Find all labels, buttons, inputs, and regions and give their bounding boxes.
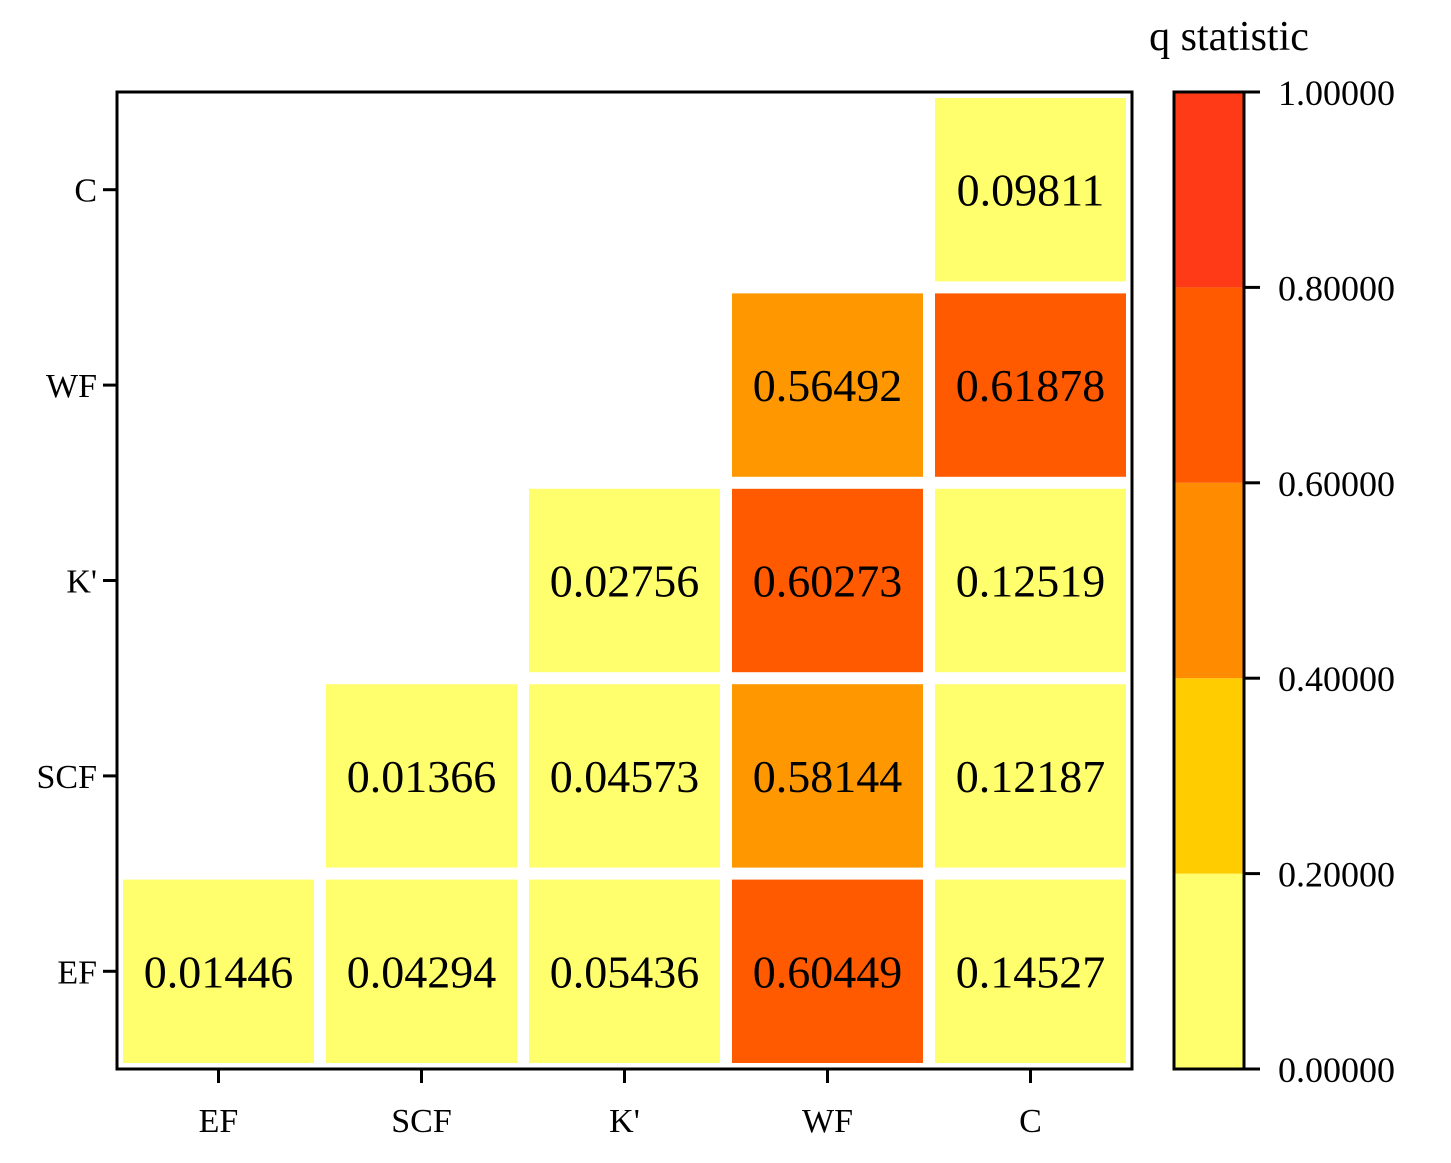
cell-scf-ef-label: 0.04294 (347, 946, 497, 997)
colorbar-band-2 (1174, 482, 1244, 679)
cell-c-ef (935, 879, 1126, 1063)
x-tick-label-ef: EF (199, 1103, 239, 1140)
cell-wf-k-prime-label: 0.60273 (753, 556, 903, 607)
colorbar-tick-label-4: 0.80000 (1278, 268, 1395, 308)
cell-ef-ef (123, 879, 314, 1063)
cell-wf-scf-label: 0.58144 (753, 751, 903, 802)
cell-c-scf-label: 0.12187 (956, 751, 1106, 802)
colorbar-title: q statistic (1149, 14, 1309, 60)
cell-scf-ef (326, 879, 517, 1063)
cell-wf-scf (732, 684, 923, 868)
colorbar-tick-label-0: 0.00000 (1278, 1050, 1395, 1090)
cell-k-prime-scf (529, 684, 720, 868)
colorbar-band-4 (1174, 92, 1244, 288)
cell-wf-ef (732, 879, 923, 1063)
colorbar-tick-label-2: 0.40000 (1278, 659, 1395, 699)
y-tick-label-ef: EF (57, 954, 97, 991)
colorbar-layer: 0.00000 0.20000 0.40000 0.60000 0.80000 1.000… (1149, 14, 1395, 1090)
cell-scf-scf (326, 684, 517, 868)
cell-k-prime-scf-label: 0.04573 (550, 751, 700, 802)
cell-c-wf-label: 0.61878 (956, 360, 1106, 411)
cell-c-k-prime-label: 0.12519 (956, 556, 1106, 607)
cell-c-wf (935, 293, 1126, 477)
x-tick-label-k-prime: K' (609, 1103, 640, 1140)
colorbar-band-1 (1174, 678, 1244, 874)
y-tick-label-k-prime: K' (66, 564, 97, 601)
colorbar-tick-label-3: 0.60000 (1278, 464, 1395, 504)
colorbar-tick-label-1: 0.20000 (1278, 855, 1395, 895)
cell-k-prime-k-prime-label: 0.02756 (550, 556, 700, 607)
cell-c-c-label: 0.09811 (957, 165, 1105, 216)
colorbar-band-0 (1174, 873, 1244, 1069)
cell-k-prime-ef-label: 0.05436 (550, 946, 700, 997)
cell-ef-ef-label: 0.01446 (144, 946, 294, 997)
cell-c-ef-label: 0.14527 (956, 946, 1106, 997)
x-tick-label-wf: WF (802, 1103, 853, 1140)
cell-wf-k-prime (732, 488, 923, 673)
cell-wf-wf (732, 293, 923, 477)
cell-c-k-prime (935, 488, 1126, 673)
y-tick-label-wf: WF (46, 368, 97, 405)
colorbar-border (1172, 90, 1246, 1071)
cell-wf-ef-label: 0.60449 (753, 946, 903, 997)
cell-wf-wf-label: 0.56492 (753, 360, 903, 411)
x-tick-label-scf: SCF (391, 1103, 452, 1140)
cell-k-prime-k-prime (529, 488, 720, 673)
cell-c-c (935, 98, 1126, 282)
axes-layer: EF SCF K' WF C EF SCF K' WF C (37, 90, 1134, 1140)
colorbar-band-3 (1174, 287, 1244, 483)
y-tick-label-scf: SCF (37, 759, 98, 796)
x-tick-label-c: C (1019, 1103, 1042, 1140)
cell-c-scf (935, 684, 1126, 868)
cells-layer: 0.01446 0.04294 0.05436 0.60449 0.14527 0.013… (117, 92, 1132, 1069)
cell-scf-scf-label: 0.01366 (347, 751, 497, 802)
y-tick-label-c: C (74, 173, 97, 210)
cell-k-prime-ef (529, 879, 720, 1063)
colorbar-tick-label-5: 1.00000 (1278, 73, 1395, 113)
